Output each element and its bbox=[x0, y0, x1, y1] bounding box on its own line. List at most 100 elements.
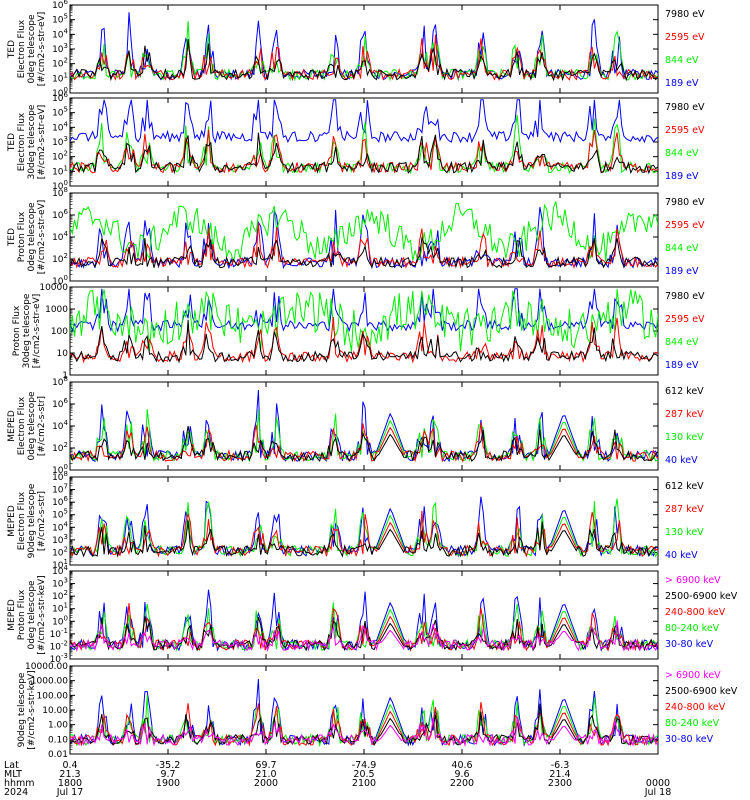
series-line bbox=[70, 288, 658, 333]
legend-entry: 189 eV bbox=[665, 78, 699, 89]
series-line bbox=[70, 201, 658, 263]
y-tick-label: 1 bbox=[62, 371, 68, 381]
y-axis-label: MEPED bbox=[7, 599, 17, 631]
legend-entry: 844 eV bbox=[665, 243, 699, 254]
x-tick-label: 20.5 bbox=[353, 769, 374, 780]
y-tick-label: 100 bbox=[52, 274, 68, 287]
legend-entry: 2595 eV bbox=[665, 32, 705, 43]
y-tick-label: 104 bbox=[52, 564, 68, 577]
legend-entry: 240-800 keV bbox=[665, 702, 726, 713]
x-tick-label: -35.2 bbox=[156, 760, 181, 771]
x-row-label: hhmm bbox=[4, 778, 35, 789]
x-tick-label: Jul 17 bbox=[56, 787, 84, 798]
y-axis-label: [#/cm2-s-str] bbox=[37, 491, 47, 551]
series-marks bbox=[70, 288, 658, 364]
y-tick-label: 104 bbox=[52, 27, 68, 40]
plot-frame bbox=[69, 192, 659, 282]
y-axis-label: Electron Flux bbox=[17, 112, 27, 171]
y-tick-label: 103 bbox=[52, 533, 68, 546]
series-line bbox=[70, 425, 658, 463]
series-line bbox=[70, 589, 658, 653]
y-axis-label: Electron Flux bbox=[17, 396, 27, 455]
y-axis-label: [#/cm2-s-str-eV] bbox=[37, 12, 47, 87]
legend-entry: 7980 eV bbox=[665, 291, 705, 302]
series-line bbox=[70, 422, 658, 463]
y-tick-label: 106 bbox=[52, 208, 68, 221]
x-tick-label: 2300 bbox=[548, 778, 572, 789]
y-axis-label: 0deg telescope bbox=[27, 14, 37, 84]
legend-entry: 240-800 keV bbox=[665, 607, 726, 618]
legend-entry: 7980 eV bbox=[665, 9, 705, 20]
panel-3: 100 102 104 106 108 TED Proton Flux 0deg telesc… bbox=[7, 186, 705, 287]
legend-entry: 80-240 keV bbox=[665, 718, 720, 729]
series-marks bbox=[70, 679, 658, 748]
y-tick-label: 10.00 bbox=[42, 706, 68, 716]
y-axis-label: [#/cm2-s-str-keV] bbox=[27, 670, 37, 749]
y-tick-label: 105 bbox=[52, 106, 68, 119]
y-tick-label: 10000 bbox=[39, 283, 68, 293]
series-marks bbox=[70, 201, 658, 270]
legend-entry: 30-80 keV bbox=[665, 734, 714, 745]
y-axis-label: MEPED bbox=[7, 410, 17, 442]
series-line bbox=[70, 679, 658, 747]
y-tick-label: 100 bbox=[51, 327, 68, 337]
legend-entry: 130 keV bbox=[665, 432, 704, 443]
y-tick-label: 10-1 bbox=[50, 627, 68, 640]
y-tick-label: 10 bbox=[57, 349, 69, 359]
legend-entry: 189 eV bbox=[665, 171, 699, 182]
legend-entry: 2595 eV bbox=[665, 220, 705, 231]
x-tick-label: 2200 bbox=[450, 778, 474, 789]
x-tick-label: 2100 bbox=[352, 778, 376, 789]
y-axis-label: Electron Flux bbox=[17, 491, 27, 550]
y-tick-label: 0.10 bbox=[48, 735, 68, 745]
y-tick-label: 108 bbox=[52, 375, 68, 388]
series-line bbox=[70, 288, 658, 352]
series-line bbox=[70, 603, 658, 652]
y-tick-label: 106 bbox=[52, 397, 68, 410]
x-tick-label: 69.7 bbox=[255, 760, 276, 771]
series-marks bbox=[70, 12, 658, 82]
legend-entry: 287 keV bbox=[665, 504, 704, 515]
y-axis-label: Electron Flux bbox=[17, 19, 27, 78]
legend-entry: 2500-6900 keV bbox=[665, 591, 738, 602]
y-axis-label: 0deg telescope bbox=[27, 202, 37, 272]
y-axis-label: 0deg telescope bbox=[27, 580, 37, 650]
legend-entry: 2500-6900 keV bbox=[665, 686, 738, 697]
x-row-label: Lat bbox=[4, 760, 19, 771]
x-tick-label: 40.6 bbox=[451, 760, 472, 771]
panel-5: 100 102 104 106 108 MEPED Electron Flux 0deg te… bbox=[7, 375, 704, 476]
legend-entry: 40 keV bbox=[665, 455, 698, 466]
series-line bbox=[70, 716, 658, 747]
series-line bbox=[70, 520, 658, 558]
y-axis-label: [#/cm2-s-str-eV] bbox=[37, 200, 47, 275]
y-tick-label: 106 bbox=[52, 91, 68, 104]
x-tick-label: -74.9 bbox=[352, 760, 377, 771]
legend-entry: 40 keV bbox=[665, 550, 698, 561]
y-tick-label: 105 bbox=[52, 13, 68, 26]
y-tick-label: 100 bbox=[52, 86, 68, 99]
series-marks bbox=[70, 496, 658, 558]
x-row-label: 2024 bbox=[4, 787, 28, 798]
legend-entry: > 6900 keV bbox=[665, 575, 721, 586]
y-tick-label: 101 bbox=[52, 164, 68, 177]
y-tick-label: 102 bbox=[52, 545, 68, 558]
y-tick-label: 101 bbox=[52, 558, 68, 571]
y-tick-label: 108 bbox=[52, 470, 68, 483]
y-tick-label: 103 bbox=[52, 577, 68, 590]
series-line bbox=[70, 39, 658, 82]
y-axis-label: [#/cm2-s-str-keV] bbox=[37, 575, 47, 654]
y-tick-label: 10-3 bbox=[50, 652, 68, 665]
y-tick-label: 102 bbox=[52, 57, 68, 70]
x-tick-label: 21.4 bbox=[549, 769, 570, 780]
series-line bbox=[70, 496, 658, 558]
legend-entry: 130 keV bbox=[665, 527, 704, 538]
legend-entry: > 6900 keV bbox=[665, 670, 721, 681]
x-tick-label: 0000 bbox=[646, 778, 670, 789]
series-marks bbox=[70, 389, 658, 463]
y-axis-label: MEPED bbox=[7, 505, 17, 537]
series-line bbox=[70, 510, 658, 558]
y-axis-label: Proton Flux bbox=[12, 305, 22, 356]
y-tick-label: 106 bbox=[52, 0, 68, 11]
